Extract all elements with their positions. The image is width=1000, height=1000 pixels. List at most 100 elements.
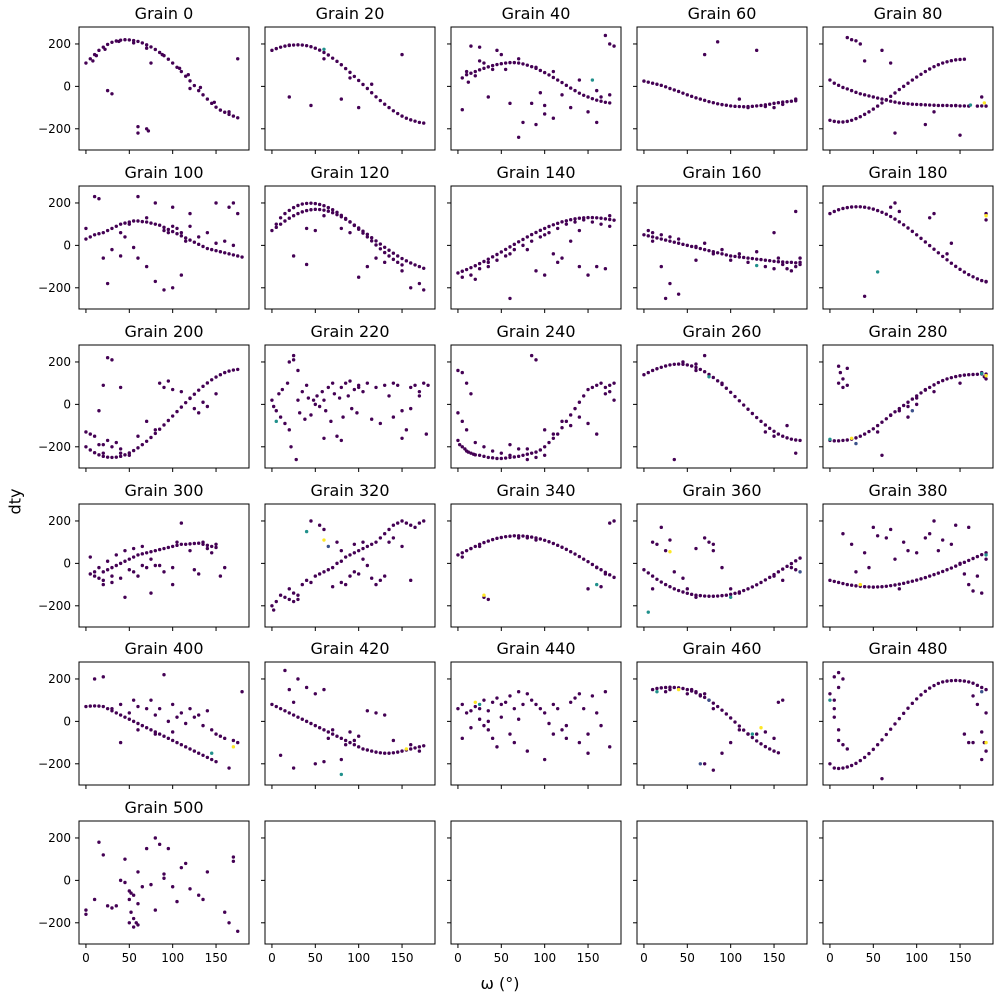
data-point <box>980 552 984 557</box>
data-point <box>512 60 517 65</box>
data-point <box>603 33 608 38</box>
data-point <box>205 543 210 548</box>
data-point <box>140 41 145 45</box>
subplot-panel: 0 50 100 150 <box>819 820 994 965</box>
data-point <box>382 245 387 249</box>
data-point <box>875 104 880 108</box>
data-point-highlight <box>595 582 599 587</box>
data-point <box>650 574 655 578</box>
data-point <box>477 68 482 72</box>
data-point <box>936 251 941 255</box>
data-point <box>490 255 495 259</box>
data-point <box>841 206 845 211</box>
data-point <box>560 426 564 430</box>
y-tick-label: 0 <box>63 556 71 570</box>
data-point <box>542 453 547 457</box>
data-point <box>339 63 344 67</box>
subplot-frame <box>822 26 994 151</box>
data-point <box>417 521 422 525</box>
data-point <box>577 78 582 82</box>
data-point <box>223 251 227 255</box>
data-point <box>720 252 724 256</box>
data-point <box>958 57 962 62</box>
data-point <box>175 740 179 745</box>
data-point <box>945 679 949 683</box>
data-point <box>335 212 339 217</box>
data-point <box>460 275 464 279</box>
data-point <box>919 102 923 107</box>
data-point <box>283 595 287 600</box>
data-point <box>270 228 274 233</box>
subplot-panel: Grain 280 <box>819 322 994 472</box>
data-point <box>746 260 750 265</box>
data-point <box>356 105 361 110</box>
data-point <box>274 409 278 413</box>
data-point <box>486 728 490 732</box>
data-point <box>516 447 521 451</box>
data-point <box>144 216 149 220</box>
data-point <box>162 546 166 551</box>
data-point <box>832 209 836 214</box>
data-point <box>542 428 547 432</box>
data-point <box>599 723 603 728</box>
data-point <box>568 413 573 417</box>
data-point <box>759 580 763 585</box>
data-point <box>794 209 798 214</box>
data-point <box>746 407 750 411</box>
data-point <box>170 730 175 734</box>
data-point <box>335 561 339 566</box>
data-point <box>339 97 344 101</box>
data-point <box>525 536 530 540</box>
data-point <box>495 252 499 257</box>
data-point <box>612 519 616 523</box>
data-point <box>573 220 577 224</box>
data-point <box>315 394 319 398</box>
data-point <box>170 387 175 392</box>
data-point <box>339 548 344 553</box>
subplot-frame <box>264 185 436 310</box>
data-point <box>919 391 923 395</box>
data-point <box>737 97 742 101</box>
data-point <box>750 104 755 109</box>
data-point <box>460 445 464 449</box>
data-point <box>867 206 871 210</box>
data-point <box>114 440 118 445</box>
y-axis-label-wrapper: dty <box>0 480 30 520</box>
data-point-highlight <box>274 419 278 424</box>
data-point <box>560 545 564 549</box>
data-point <box>460 419 464 424</box>
data-point <box>599 568 603 572</box>
data-point <box>153 548 158 553</box>
data-point <box>97 565 101 570</box>
data-point <box>188 396 192 400</box>
subplot-frame <box>264 820 436 945</box>
data-point <box>413 525 417 530</box>
data-point <box>330 56 335 60</box>
data-point <box>337 396 342 400</box>
data-point <box>711 768 716 772</box>
data-point <box>144 264 149 269</box>
data-point <box>313 692 318 696</box>
data-point <box>650 81 655 85</box>
data-point <box>954 264 958 269</box>
data-point <box>698 246 703 251</box>
data-point <box>794 264 798 269</box>
data-point <box>210 544 214 549</box>
data-point <box>356 78 361 83</box>
data-point <box>776 432 781 436</box>
data-point <box>841 531 845 536</box>
data-point <box>681 590 685 594</box>
data-point <box>332 392 337 396</box>
data-point <box>131 448 136 453</box>
data-point <box>409 118 413 122</box>
data-point <box>603 689 608 694</box>
data-point <box>175 899 179 904</box>
data-point <box>183 239 188 243</box>
data-point <box>603 267 608 271</box>
data-point <box>188 224 192 228</box>
data-point <box>980 757 984 762</box>
data-point <box>160 52 164 57</box>
data-point <box>210 378 214 382</box>
